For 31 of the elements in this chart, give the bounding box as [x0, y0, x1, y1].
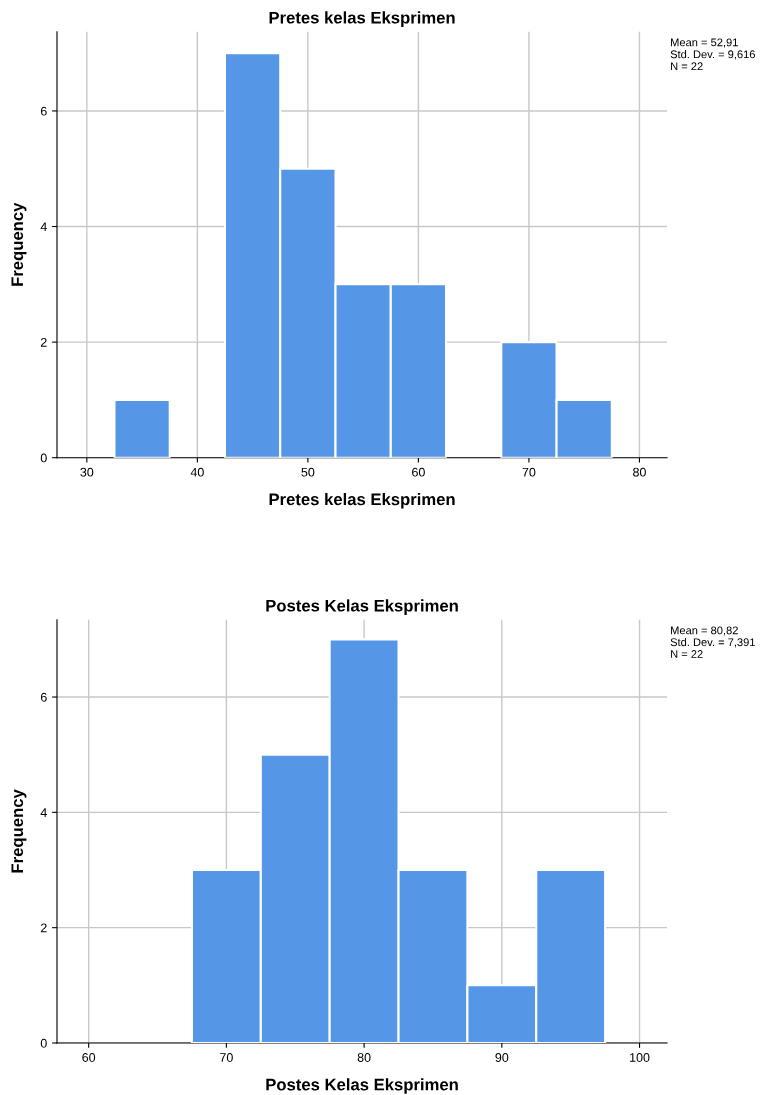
x-tick-label: 60 — [412, 467, 425, 477]
y-tick-label: 6 — [40, 106, 47, 116]
text: Mean = 80,82 — [671, 626, 738, 636]
y-tick-label: 0 — [40, 453, 47, 463]
x-axis-title: Postes Kelas Eksprimen — [266, 1078, 458, 1094]
y-tick-label: 4 — [40, 808, 47, 817]
text: N = 22 — [671, 62, 703, 71]
text: N = 22 — [671, 650, 703, 658]
x-tick-label: 60 — [82, 1053, 96, 1062]
chart-title: Postes Kelas Eksprimen — [266, 599, 458, 615]
x-tick-label: 100 — [630, 1053, 650, 1062]
text: Std. Dev. = 9,616 — [670, 50, 755, 60]
text: Std. Dev. = 7,391 — [670, 637, 755, 648]
y-tick-label: 2 — [40, 337, 47, 347]
x-tick-label: 50 — [301, 467, 315, 477]
x-tick-label: 70 — [220, 1053, 233, 1062]
x-tick-label: 70 — [522, 467, 536, 477]
x-tick-label: 40 — [190, 467, 204, 477]
y-tick-label: 4 — [40, 222, 47, 232]
y-tick-label: 2 — [40, 923, 47, 933]
chart-title: Pretes kelas Eksprimen — [269, 11, 455, 27]
y-tick-label: 6 — [40, 692, 47, 702]
y-axis-title: Frequency — [11, 202, 27, 286]
x-tick-label: 80 — [357, 1053, 371, 1062]
y-tick-label: 0 — [40, 1038, 47, 1048]
y-axis-title: Frequency — [11, 789, 27, 873]
text: Mean = 52,91 — [671, 38, 738, 48]
x-tick-label: 30 — [80, 467, 94, 477]
x-axis-title: Pretes kelas Eksprimen — [269, 492, 455, 509]
x-tick-label: 80 — [633, 467, 646, 477]
x-tick-label: 90 — [495, 1053, 509, 1062]
